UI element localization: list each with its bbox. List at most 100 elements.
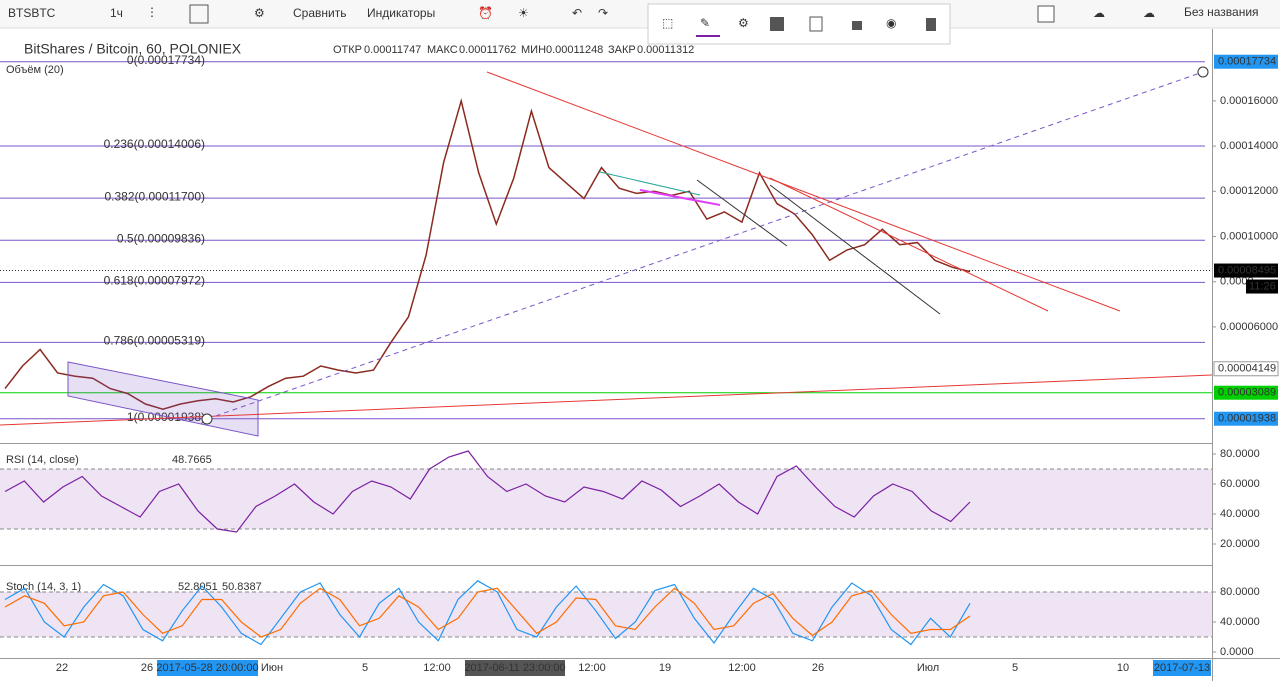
- high-label: МАКС: [427, 44, 458, 56]
- y-tick-label: 0.00006000: [1220, 321, 1278, 333]
- dt-settings[interactable]: ⚙: [738, 16, 749, 30]
- price-badge-label: 0.00004149: [1218, 363, 1276, 375]
- y-tick-label: 0.00010000: [1220, 230, 1278, 242]
- price-badge-label: 0.00008495: [1218, 264, 1276, 276]
- trend-line: [769, 177, 1049, 312]
- x-tick-label: Июл: [917, 662, 939, 674]
- more[interactable]: ⋮: [146, 5, 158, 19]
- handle[interactable]: [1197, 66, 1209, 78]
- dt-clone[interactable]: [809, 16, 823, 32]
- cloud-load[interactable]: ☁: [1093, 6, 1105, 20]
- channel: [67, 361, 259, 437]
- stoch-d-last: 50.8387: [222, 581, 262, 593]
- crosshair-time-label: 2017-05-28 20:00:00: [156, 662, 258, 674]
- fib-label: 0(0.00017734): [127, 53, 205, 67]
- high-value: 0.00011762: [459, 44, 516, 56]
- open-value: 0.00011747: [364, 44, 421, 56]
- fib-trend: [206, 71, 1204, 420]
- fib-label: 0.382(0.00011700): [104, 189, 205, 203]
- y-tick-label: 80.0000: [1220, 448, 1260, 460]
- drawing-toolbar: [647, 3, 951, 45]
- trend-line: [599, 171, 701, 196]
- x-tick-label: 12:00: [578, 662, 606, 674]
- trend-line: [639, 189, 721, 206]
- y-tick-label: 0.0000: [1220, 276, 1254, 288]
- y-tick-label: 20.0000: [1220, 538, 1260, 550]
- y-tick-label: 60.0000: [1220, 478, 1260, 490]
- layout-name[interactable]: Без названия: [1184, 5, 1259, 19]
- y-tick-label: 40.0000: [1220, 508, 1260, 520]
- price-badge: [1214, 411, 1278, 426]
- crosshair-time: [157, 660, 258, 676]
- fib-label: 0.236(0.00014006): [104, 137, 205, 151]
- settings-icon[interactable]: ⚙: [254, 6, 265, 20]
- x-tick-label: 26: [812, 662, 824, 674]
- price-line: [4, 97, 971, 410]
- compare-button[interactable]: Сравнить: [293, 6, 346, 20]
- rsi-line: [4, 450, 971, 533]
- fib-label: 0.786(0.00005319): [104, 333, 205, 347]
- x-tick-label: 22: [56, 662, 68, 674]
- y-tick-label: 0.00016000: [1220, 95, 1278, 107]
- x-tick-label: 26: [141, 662, 153, 674]
- price-badge-label: 0.00001938: [1218, 413, 1276, 425]
- countdown-badge: [1246, 279, 1278, 294]
- open-label: ОТКР: [333, 44, 362, 56]
- undo[interactable]: ↶: [572, 6, 582, 20]
- y-tick-label: 0.00012000: [1220, 185, 1278, 197]
- x-tick-label: 19: [659, 662, 671, 674]
- dt-pen[interactable]: ✎: [700, 16, 710, 30]
- dt-eye[interactable]: ◉: [886, 16, 896, 30]
- interval[interactable]: 1ч: [110, 6, 123, 20]
- price-badge-label: 0.00017734: [1218, 56, 1276, 68]
- layout-button[interactable]: [1037, 5, 1055, 23]
- crosshair-time-label: 2017-06-11 23:00:00: [464, 662, 565, 674]
- y-tick-label: 0.00014000: [1220, 140, 1278, 152]
- trend-line: [0, 374, 1213, 426]
- chart-style-button[interactable]: [189, 4, 209, 24]
- close-value: 0.00011312: [637, 44, 694, 56]
- band: [0, 592, 1212, 637]
- stoch-line: [4, 580, 971, 646]
- chart-title: BitShares / Bitcoin, 60, POLONIEX: [24, 41, 242, 57]
- y-tick-label: 0.0000: [1220, 646, 1254, 658]
- rsi-title: RSI (14, close): [6, 454, 79, 466]
- x-tick-label: 12:00: [728, 662, 756, 674]
- x-tick-label: 5: [362, 662, 368, 674]
- y-tick-label: 40.0000: [1220, 616, 1260, 628]
- handle[interactable]: [201, 413, 213, 425]
- alert-icon[interactable]: ⏰: [478, 5, 493, 20]
- x-tick-label: 5: [1012, 662, 1018, 674]
- indicators-button[interactable]: Индикаторы: [367, 6, 435, 20]
- rsi-last: 48.7665: [172, 454, 212, 466]
- band: [0, 469, 1212, 529]
- x-tick-label: 12:00: [423, 662, 451, 674]
- stoch-k-last: 52.8051: [178, 581, 218, 593]
- dt-fill[interactable]: [770, 17, 784, 31]
- dt-lock[interactable]: [852, 21, 862, 30]
- axes: 0.00016000 0.00014000 0.00012000 0.00010000…: [56, 54, 1279, 676]
- symbol[interactable]: BTSBTC: [8, 6, 56, 20]
- fib-label: 0.618(0.00007972): [104, 274, 205, 288]
- top-toolbar: [0, 0, 1280, 28]
- cloud-save[interactable]: ☁: [1143, 6, 1155, 20]
- dt-delete[interactable]: [926, 18, 936, 31]
- price-badge: [1214, 263, 1278, 278]
- trend-line: [696, 179, 788, 247]
- redo[interactable]: ↷: [598, 6, 608, 20]
- x-tick-label: Июн: [261, 662, 283, 674]
- countdown: 11:26: [1249, 280, 1276, 292]
- crosshair-time: [1153, 660, 1211, 676]
- trend-line: [769, 184, 941, 315]
- replay-icon[interactable]: ☀: [518, 6, 529, 20]
- plot: 0(0.00017734) 0.236(0.00014006) 0.382(0.00…: [0, 53, 1212, 646]
- dt-icon[interactable]: ⬚: [662, 16, 673, 30]
- stoch-line: [4, 587, 971, 638]
- price-badge: [1214, 54, 1278, 69]
- price-badge: [1214, 385, 1278, 400]
- low-value: 0.00011248: [546, 44, 603, 56]
- volume-label: Объём (20): [6, 64, 64, 76]
- price-badge-label: 0.00003089: [1218, 387, 1276, 399]
- y-tick-label: 80.0000: [1220, 586, 1260, 598]
- crosshair-time: [465, 660, 565, 676]
